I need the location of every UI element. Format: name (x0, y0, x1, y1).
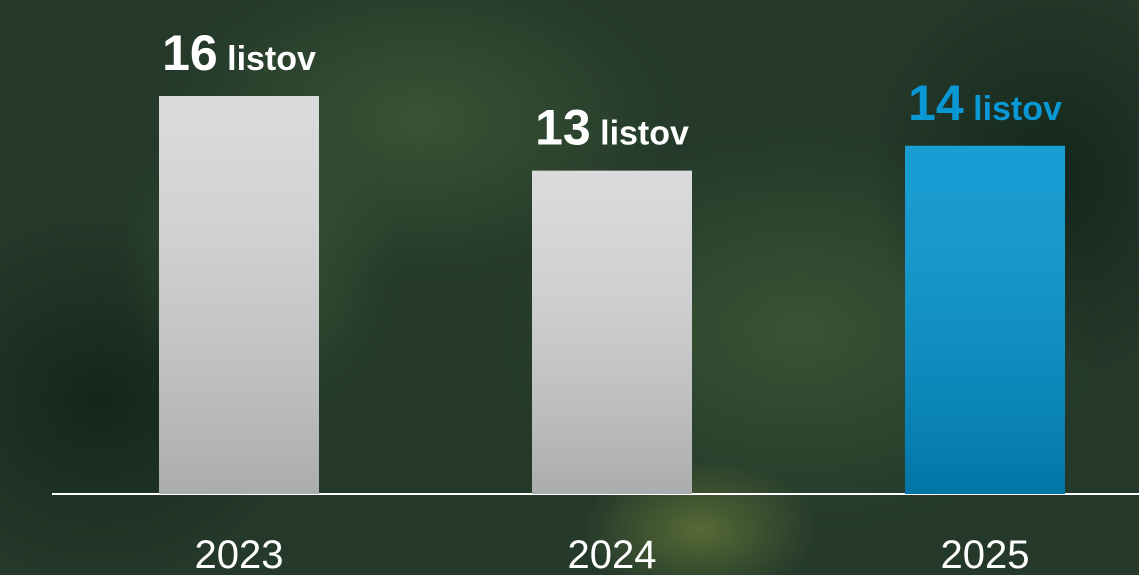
x-tick-label: 2025 (941, 533, 1030, 575)
value-label: 13 listov (535, 100, 689, 156)
bar (159, 96, 319, 494)
bar (532, 170, 692, 494)
value-label: 14 listov (908, 75, 1062, 131)
x-tick-label: 2024 (568, 533, 657, 575)
value-label: 16 listov (162, 25, 316, 81)
x-tick-label: 2023 (195, 533, 284, 575)
bar (905, 145, 1065, 494)
